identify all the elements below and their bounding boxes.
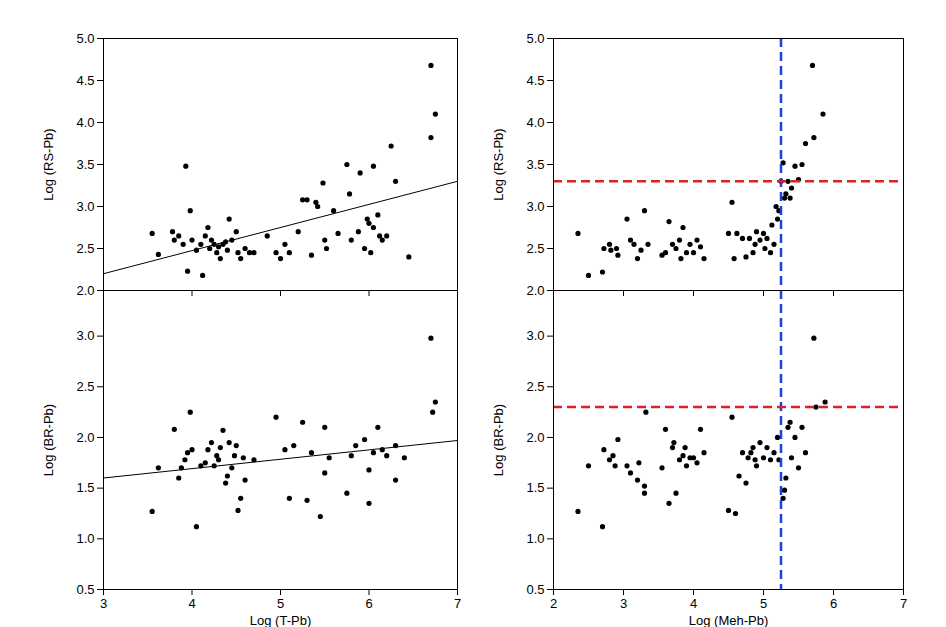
svg-text:6: 6: [365, 596, 372, 611]
svg-text:2.0: 2.0: [526, 283, 544, 298]
svg-text:2.5: 2.5: [76, 379, 94, 394]
svg-text:1.0: 1.0: [76, 531, 94, 546]
svg-text:0.5: 0.5: [526, 582, 544, 597]
svg-text:2.0: 2.0: [526, 430, 544, 445]
svg-text:Log (RS-Pb): Log (RS-Pb): [491, 128, 506, 200]
svg-text:4.5: 4.5: [76, 73, 94, 88]
svg-text:3.0: 3.0: [76, 328, 94, 343]
svg-text:Log (Meh-Pb): Log (Meh-Pb): [689, 613, 768, 627]
svg-text:Log (RS-Pb): Log (RS-Pb): [41, 128, 56, 200]
svg-text:2.5: 2.5: [76, 241, 94, 256]
svg-text:5.0: 5.0: [526, 31, 544, 46]
svg-text:6: 6: [830, 596, 837, 611]
svg-text:Log (T-Pb): Log (T-Pb): [250, 613, 311, 627]
svg-text:7: 7: [454, 596, 461, 611]
svg-text:Log (BR-Pb): Log (BR-Pb): [41, 404, 56, 476]
svg-text:1.5: 1.5: [526, 480, 544, 495]
svg-text:3.0: 3.0: [526, 199, 544, 214]
svg-text:3.5: 3.5: [526, 157, 544, 172]
svg-text:1.5: 1.5: [76, 480, 94, 495]
svg-text:4: 4: [188, 596, 195, 611]
svg-text:2.0: 2.0: [76, 430, 94, 445]
svg-text:3.5: 3.5: [76, 157, 94, 172]
svg-text:5: 5: [760, 596, 767, 611]
svg-text:0.5: 0.5: [76, 582, 94, 597]
svg-text:Log (BR-Pb): Log (BR-Pb): [491, 404, 506, 476]
svg-text:3.0: 3.0: [76, 199, 94, 214]
svg-text:1.0: 1.0: [526, 531, 544, 546]
svg-text:2.0: 2.0: [76, 283, 94, 298]
svg-text:5.0: 5.0: [76, 31, 94, 46]
svg-text:4.0: 4.0: [526, 115, 544, 130]
svg-text:4.5: 4.5: [526, 73, 544, 88]
svg-text:3: 3: [100, 596, 107, 611]
svg-text:4: 4: [690, 596, 697, 611]
svg-text:4.0: 4.0: [76, 115, 94, 130]
svg-text:2: 2: [550, 596, 557, 611]
svg-text:3: 3: [620, 596, 627, 611]
svg-text:2.5: 2.5: [526, 241, 544, 256]
svg-text:2.5: 2.5: [526, 379, 544, 394]
svg-text:3.0: 3.0: [526, 328, 544, 343]
svg-text:5: 5: [277, 596, 284, 611]
svg-text:7: 7: [900, 596, 907, 611]
